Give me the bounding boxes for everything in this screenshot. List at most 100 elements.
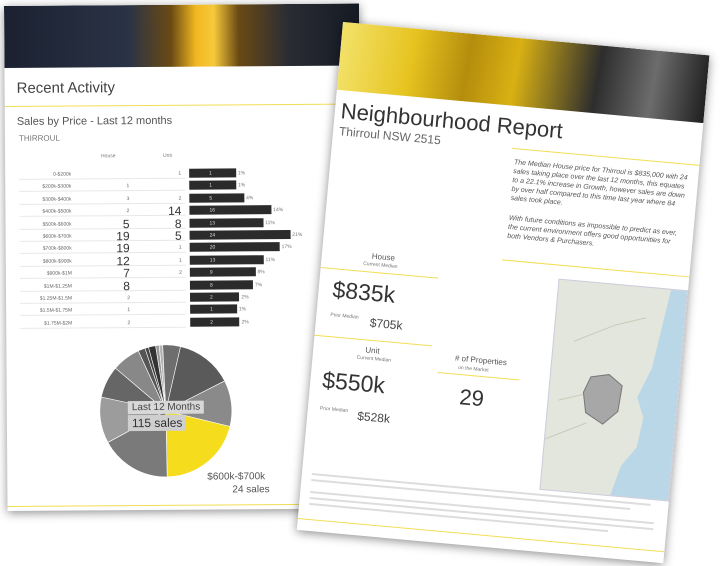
table-row: [20, 326, 187, 329]
house-prior-value: $705k: [369, 315, 404, 333]
table-row: [20, 301, 187, 304]
col-unit-header: Unit: [163, 152, 172, 159]
recent-activity-page: Recent Activity Sales by Price - Last 12…: [4, 3, 363, 511]
price-bar: [189, 193, 245, 203]
price-range-label: $1M-$1.25M: [43, 283, 72, 290]
suburb-label: THIRROUL: [18, 133, 60, 143]
price-range-label: $200k-$300k: [42, 183, 72, 191]
house-prior-label: Prior Median: [330, 312, 359, 321]
suburb-map[interactable]: [539, 278, 689, 502]
bar-total: 1: [209, 170, 212, 177]
bar-percent: 1%: [237, 182, 246, 189]
price-range-label: $1.25M-$1.5M: [39, 295, 73, 302]
outlook-paragraph: With future conditions as impossible to …: [506, 214, 678, 248]
unit-count: 1: [178, 257, 182, 264]
price-range-label: $500k-$600k: [42, 221, 72, 228]
divider: [314, 334, 433, 347]
unit-count: 2: [178, 195, 182, 202]
unit-label: Unit: [364, 345, 380, 356]
price-bar: [189, 254, 264, 265]
house-median-value: $835k: [331, 276, 397, 308]
house-count: 1: [126, 183, 130, 190]
fine-print-line: [309, 496, 654, 531]
house-count: 2: [127, 319, 131, 326]
table-row: [20, 314, 187, 317]
house-count: 8: [123, 278, 131, 293]
pie-highlight-count: 24 sales: [232, 484, 270, 496]
bar-percent: 2%: [241, 294, 249, 301]
pie-slice: [148, 345, 167, 411]
price-bar: [189, 230, 291, 240]
divider: [4, 103, 360, 107]
bar-total: 5: [209, 195, 213, 202]
price-bar: [189, 205, 272, 215]
price-bar: [189, 180, 236, 191]
house-count: 1: [127, 307, 131, 314]
bar-percent: 4%: [246, 195, 254, 202]
summary-paragraph: The Median House price for Thirroul is $…: [510, 159, 688, 208]
bar-percent: 14%: [273, 207, 284, 214]
bar-total: 16: [209, 207, 216, 214]
unit-prior-label: Prior Median: [319, 405, 349, 415]
pie-label-period: Last 12 Months: [127, 400, 205, 415]
price-range-label: 0-$200k: [53, 171, 72, 178]
unit-median-value: $550k: [321, 366, 387, 399]
unit-count: 2: [179, 269, 182, 276]
pie-label-total: 115 sales: [127, 414, 187, 432]
properties-sub-label: on the Market: [457, 364, 489, 374]
bar-percent: 2%: [241, 319, 249, 326]
pie-slice: [165, 346, 226, 412]
bar-percent: 1%: [237, 170, 246, 177]
bar-percent: 17%: [281, 244, 292, 251]
price-bar: [190, 292, 240, 302]
house-count: 2: [126, 208, 130, 215]
price-range-label: $800k-$900k: [42, 258, 72, 265]
table-row: [19, 177, 186, 180]
price-range-label: $400k-$500k: [42, 208, 72, 215]
fine-print-line: [309, 502, 609, 533]
pie-highlight-range: $600k-$700k: [207, 471, 266, 483]
price-range-label: $900k-$1M: [46, 270, 72, 277]
bar-percent: 8%: [257, 269, 265, 276]
price-bar: [189, 242, 280, 253]
price-bar: [189, 217, 264, 228]
bar-percent: 1%: [238, 306, 247, 313]
price-bar: [189, 168, 236, 178]
table-row: [19, 190, 186, 193]
neighbourhood-report-page: Neighbourhood Report Thirroul NSW 2515 T…: [296, 22, 710, 564]
house-count: 3: [126, 195, 130, 202]
price-range-label: $300k-$400k: [42, 196, 72, 203]
bar-total: 1: [209, 182, 213, 189]
price-bar: [190, 304, 237, 315]
divider: [437, 372, 520, 381]
house-count: 2: [127, 295, 131, 302]
price-range-label: $1.5M-$1.75M: [39, 307, 73, 315]
price-range-label: $600k-$700k: [42, 233, 72, 240]
unit-count: 5: [174, 228, 182, 243]
bar-percent: 11%: [265, 256, 276, 263]
bar-percent: 7%: [254, 281, 263, 288]
price-range-label: $1.75M-$2M: [44, 320, 73, 327]
price-bar: [190, 317, 240, 327]
bar-total: 2: [210, 319, 214, 326]
col-house-header: House: [101, 153, 116, 160]
unit-count: 1: [178, 245, 182, 252]
properties-count: 29: [458, 384, 486, 412]
bar-total: 13: [209, 257, 216, 264]
unit-median-label: Current Median: [356, 354, 392, 364]
recent-activity-title: Recent Activity: [16, 79, 116, 97]
divider: [502, 259, 690, 278]
bar-total: 20: [209, 244, 216, 251]
price-bar: [189, 279, 253, 290]
price-bar: [189, 267, 256, 277]
bar-total: 24: [209, 232, 216, 239]
price-range-label: $700k-$800k: [42, 245, 72, 253]
bar-percent: 21%: [292, 231, 303, 238]
unit-count: 1: [178, 170, 182, 177]
bar-percent: 11%: [265, 219, 275, 226]
sales-by-price-subtitle: Sales by Price - Last 12 months: [16, 114, 173, 128]
bar-total: 1: [210, 306, 213, 313]
banner-image: [4, 3, 360, 68]
bar-total: 8: [209, 282, 213, 289]
bar-total: 9: [209, 269, 213, 276]
